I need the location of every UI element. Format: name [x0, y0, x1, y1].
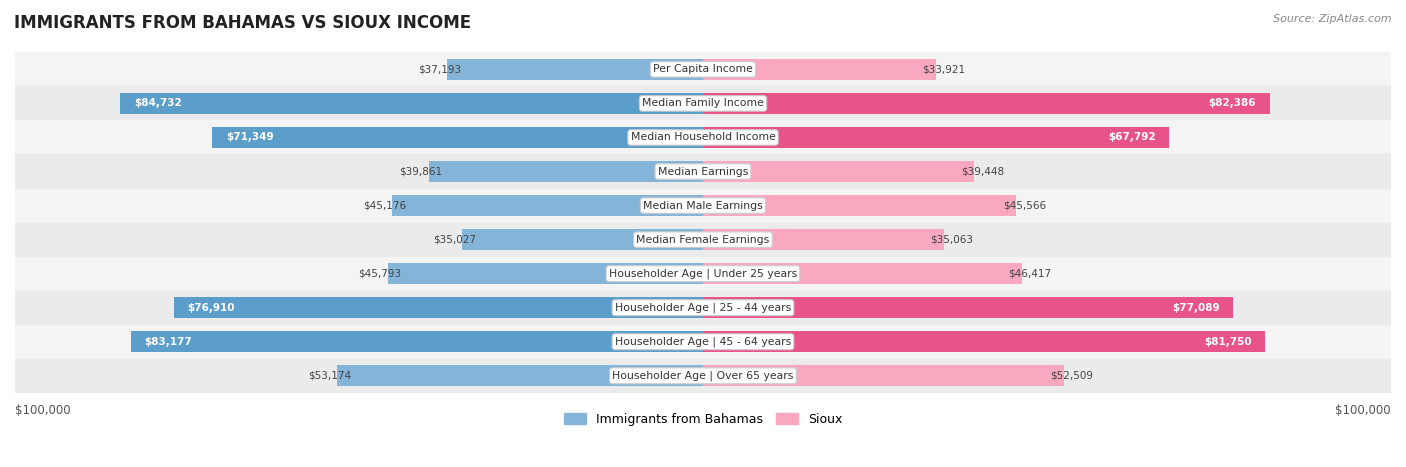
Text: Median Family Income: Median Family Income: [643, 99, 763, 108]
Bar: [15, 120, 1391, 155]
Text: $45,566: $45,566: [1002, 200, 1046, 211]
Bar: [15, 257, 1391, 290]
Text: $67,792: $67,792: [1108, 133, 1156, 142]
Bar: [703, 263, 1022, 284]
Text: $71,349: $71,349: [226, 133, 274, 142]
Bar: [703, 93, 1270, 114]
Text: Householder Age | Over 65 years: Householder Age | Over 65 years: [612, 370, 794, 381]
Bar: [15, 223, 1391, 257]
Bar: [212, 127, 703, 148]
Text: Median Male Earnings: Median Male Earnings: [643, 200, 763, 211]
Bar: [15, 290, 1391, 325]
Bar: [703, 161, 974, 182]
Bar: [703, 229, 945, 250]
Bar: [131, 331, 703, 352]
Legend: Immigrants from Bahamas, Sioux: Immigrants from Bahamas, Sioux: [558, 408, 848, 431]
Text: Per Capita Income: Per Capita Income: [652, 64, 754, 74]
Text: $100,000: $100,000: [1336, 403, 1391, 417]
Bar: [447, 59, 703, 80]
Text: $39,448: $39,448: [960, 167, 1004, 177]
Text: $77,089: $77,089: [1173, 303, 1219, 313]
Text: Householder Age | Under 25 years: Householder Age | Under 25 years: [609, 269, 797, 279]
Bar: [15, 155, 1391, 189]
Text: $35,027: $35,027: [433, 234, 475, 245]
Text: $84,732: $84,732: [134, 99, 181, 108]
Bar: [392, 195, 703, 216]
Text: $76,910: $76,910: [187, 303, 235, 313]
Text: $52,509: $52,509: [1050, 371, 1094, 381]
Text: $39,861: $39,861: [399, 167, 443, 177]
Bar: [15, 86, 1391, 120]
Text: $53,174: $53,174: [308, 371, 352, 381]
Text: Householder Age | 45 - 64 years: Householder Age | 45 - 64 years: [614, 337, 792, 347]
Text: Median Household Income: Median Household Income: [630, 133, 776, 142]
Bar: [388, 263, 703, 284]
Text: $46,417: $46,417: [1008, 269, 1052, 279]
Bar: [703, 365, 1064, 386]
Text: $82,386: $82,386: [1209, 99, 1256, 108]
Text: $83,177: $83,177: [145, 337, 193, 347]
Bar: [429, 161, 703, 182]
Text: Source: ZipAtlas.com: Source: ZipAtlas.com: [1274, 14, 1392, 24]
Text: $81,750: $81,750: [1204, 337, 1251, 347]
Text: $37,193: $37,193: [418, 64, 461, 74]
Bar: [15, 52, 1391, 86]
Bar: [463, 229, 703, 250]
Bar: [703, 331, 1265, 352]
Bar: [703, 297, 1233, 318]
Text: $45,793: $45,793: [359, 269, 402, 279]
Text: IMMIGRANTS FROM BAHAMAS VS SIOUX INCOME: IMMIGRANTS FROM BAHAMAS VS SIOUX INCOME: [14, 14, 471, 32]
Text: $100,000: $100,000: [15, 403, 70, 417]
Bar: [703, 59, 936, 80]
Bar: [15, 359, 1391, 393]
Text: $35,063: $35,063: [931, 234, 973, 245]
Bar: [15, 325, 1391, 359]
Text: Median Female Earnings: Median Female Earnings: [637, 234, 769, 245]
Text: Median Earnings: Median Earnings: [658, 167, 748, 177]
Bar: [174, 297, 703, 318]
Bar: [15, 189, 1391, 223]
Text: Householder Age | 25 - 44 years: Householder Age | 25 - 44 years: [614, 303, 792, 313]
Bar: [337, 365, 703, 386]
Bar: [703, 127, 1170, 148]
Bar: [703, 195, 1017, 216]
Text: $45,176: $45,176: [363, 200, 406, 211]
Text: $33,921: $33,921: [922, 64, 966, 74]
Bar: [120, 93, 703, 114]
